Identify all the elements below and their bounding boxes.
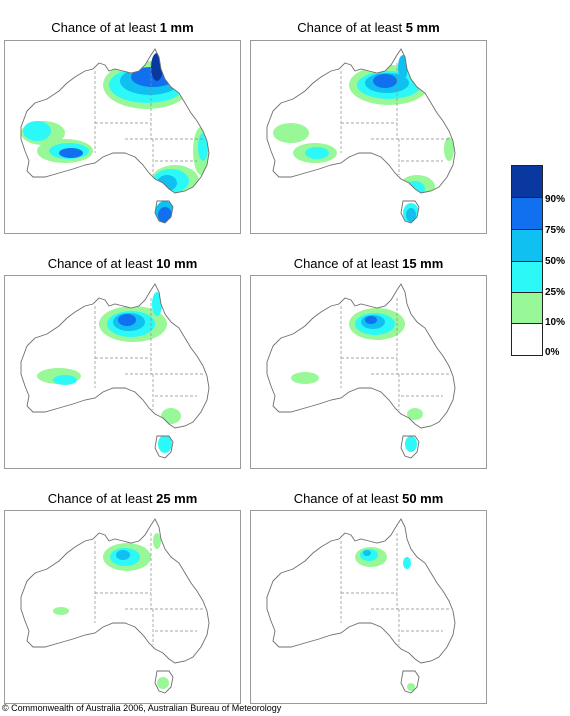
legend-swatch-75 [512, 198, 542, 229]
australia-map-5mm [266, 48, 456, 224]
title-amount: 10 mm [156, 256, 198, 271]
probability-region [59, 148, 83, 158]
australia-map-50mm [266, 518, 456, 694]
probability-region [152, 292, 162, 316]
probability-region [444, 137, 454, 161]
legend-label-50: 50% [545, 256, 566, 267]
australia-coastline [266, 48, 456, 194]
probability-region [158, 435, 172, 453]
state-borders [340, 298, 451, 410]
map-panel-1mm [4, 40, 241, 234]
title-amount: 5 mm [405, 20, 440, 35]
rain-probability-shading [355, 547, 415, 691]
title-prefix: Chance of at least [293, 256, 399, 271]
legend-label-90: 90% [545, 194, 566, 205]
panel-title-5mm: Chance of at least 5 mm [250, 20, 487, 35]
australia-map-1mm [20, 48, 210, 224]
probability-region [406, 208, 416, 222]
probability-region [365, 316, 377, 324]
probability-region [198, 133, 208, 161]
panel-title-10mm: Chance of at least 10 mm [4, 256, 241, 271]
map-panel-5mm [250, 40, 487, 234]
probability-region [291, 372, 319, 384]
probability-region [23, 121, 51, 141]
legend-label-75: 75% [545, 225, 566, 236]
state-borders [340, 533, 451, 645]
legend-swatch-0 [512, 324, 542, 355]
panel-title-1mm: Chance of at least 1 mm [4, 20, 241, 35]
probability-region [158, 207, 172, 223]
title-prefix: Chance of at least [47, 256, 153, 271]
australia-map-25mm [20, 518, 210, 694]
probability-region [405, 436, 417, 452]
probability-region [363, 550, 371, 556]
title-prefix: Chance of at least [51, 20, 157, 35]
legend-swatch-50 [512, 230, 542, 261]
tasmania-coastline [154, 670, 174, 694]
tasmania-coastline [154, 200, 174, 224]
legend-label-25: 25% [545, 287, 566, 298]
panel-title-25mm: Chance of at least 25 mm [4, 491, 241, 506]
map-panel-25mm [4, 510, 241, 704]
legend-label-10: 10% [545, 317, 566, 328]
tasmania-coastline [154, 435, 174, 459]
australia-map-15mm [266, 283, 456, 459]
probability-region [116, 550, 130, 560]
australia-coastline [266, 518, 456, 664]
title-prefix: Chance of at least [47, 491, 153, 506]
probability-region [161, 408, 181, 424]
probability-region [118, 314, 136, 326]
tasmania-coastline [400, 200, 420, 224]
legend-swatch-90 [512, 166, 542, 197]
australia-coastline [20, 283, 210, 429]
panel-title-50mm: Chance of at least 50 mm [250, 491, 487, 506]
state-borders [340, 63, 451, 175]
state-borders [94, 63, 205, 175]
legend-label-0: 0% [545, 347, 560, 358]
probability-legend [511, 165, 543, 356]
australia-coastline [20, 48, 210, 194]
copyright-notice: © Commonwealth of Australia 2006, Austra… [2, 703, 282, 713]
probability-region [305, 147, 329, 159]
title-amount: 1 mm [159, 20, 194, 35]
map-panel-50mm [250, 510, 487, 704]
australia-coastline [266, 283, 456, 429]
rain-probability-shading [37, 292, 181, 453]
tasmania-coastline [400, 670, 420, 694]
map-panel-10mm [4, 275, 241, 469]
title-amount: 25 mm [156, 491, 198, 506]
probability-region [157, 175, 177, 191]
probability-region [153, 533, 161, 549]
title-amount: 15 mm [402, 256, 444, 271]
rain-probability-shading [21, 53, 209, 223]
tasmania-coastline [400, 435, 420, 459]
probability-region [403, 557, 411, 569]
state-borders [94, 298, 205, 410]
title-prefix: Chance of at least [293, 491, 399, 506]
state-borders [94, 533, 205, 645]
australia-coastline [20, 518, 210, 664]
probability-region [157, 677, 169, 689]
legend-swatch-10 [512, 293, 542, 324]
panel-title-15mm: Chance of at least 15 mm [250, 256, 487, 271]
probability-region [53, 607, 69, 615]
probability-region [373, 74, 397, 88]
probability-region [53, 375, 77, 385]
australia-map-10mm [20, 283, 210, 459]
rain-probability-shading [53, 533, 169, 689]
title-amount: 50 mm [402, 491, 444, 506]
map-panel-15mm [250, 275, 487, 469]
probability-region [407, 408, 423, 420]
probability-region [151, 53, 163, 81]
rain-probability-shading [291, 308, 423, 452]
probability-region [273, 123, 309, 143]
title-prefix: Chance of at least [297, 20, 403, 35]
legend-swatch-25 [512, 262, 542, 293]
probability-region [407, 683, 415, 691]
